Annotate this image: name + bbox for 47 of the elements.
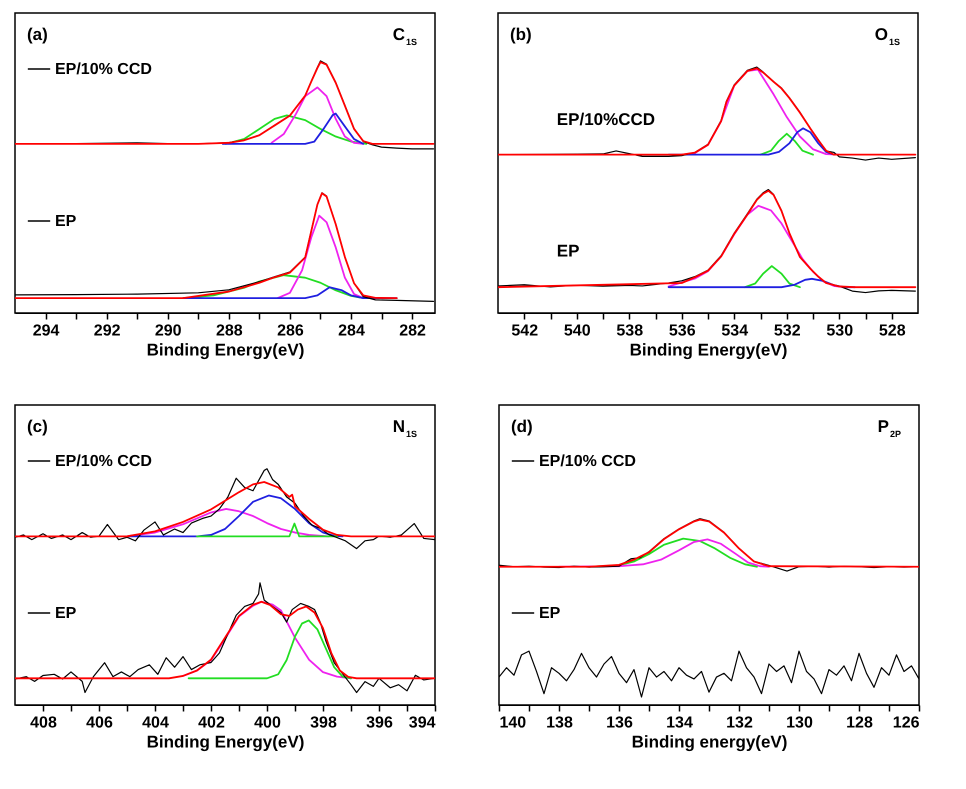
x-tick-label: 542 (511, 322, 538, 340)
x-tick-label: 540 (564, 322, 591, 340)
x-tick-label: 530 (826, 322, 854, 340)
x-tick-label: 528 (878, 322, 906, 340)
x-tick-label: 140 (500, 714, 526, 732)
x-tick-label: 396 (366, 714, 393, 732)
x-tick-label: 536 (668, 322, 696, 340)
x-tick-label: 398 (310, 714, 337, 732)
x-axis-title: Binding energy(eV) (632, 732, 788, 752)
x-tick-label: 130 (786, 714, 813, 732)
x-tick-label: 400 (254, 714, 281, 732)
x-tick-label: 126 (892, 714, 920, 732)
x-tick-label: 284 (338, 322, 365, 340)
x-tick-label: 406 (86, 714, 113, 732)
x-tick-label: 408 (30, 714, 57, 732)
x-tick-label: 402 (198, 714, 225, 732)
x-tick-label: 532 (774, 322, 801, 340)
x-tick-label: 132 (726, 714, 753, 732)
x-tick-label: 290 (154, 322, 182, 340)
x-tick-label: 138 (546, 714, 573, 732)
legend-label: EP (55, 213, 77, 230)
x-tick-label: 128 (846, 714, 873, 732)
x-tick-label: 394 (408, 714, 436, 732)
x-tick-label: 534 (721, 322, 748, 340)
legend-label: EP/10% CCD (539, 453, 636, 470)
x-axis-title: Binding Energy(eV) (630, 340, 788, 360)
x-tick-label: 136 (606, 714, 633, 732)
legend-label: EP/10% CCD (55, 453, 152, 470)
chart-title: (b) (510, 25, 532, 44)
x-tick-label: 292 (94, 322, 121, 340)
x-tick-label: 286 (277, 322, 304, 340)
legend-label: EP (539, 605, 561, 622)
chart-title: (c) (27, 417, 48, 436)
chart-title: (a) (27, 25, 48, 44)
x-axis-title: Binding Energy(eV) (146, 732, 304, 752)
chart-title: (d) (511, 417, 533, 436)
x-tick-label: 294 (32, 322, 60, 340)
x-tick-label: 282 (399, 322, 426, 340)
x-tick-label: 404 (142, 714, 169, 732)
legend-label: EP (55, 605, 77, 622)
series-label: EP (556, 242, 580, 261)
x-tick-label: 538 (616, 322, 644, 340)
x-axis-title: Binding Energy(eV) (146, 340, 304, 360)
x-tick-label: 134 (666, 714, 693, 732)
series-label: EP/10%CCD (556, 110, 656, 130)
legend-label: EP/10% CCD (55, 61, 152, 78)
x-tick-label: 288 (216, 322, 243, 340)
